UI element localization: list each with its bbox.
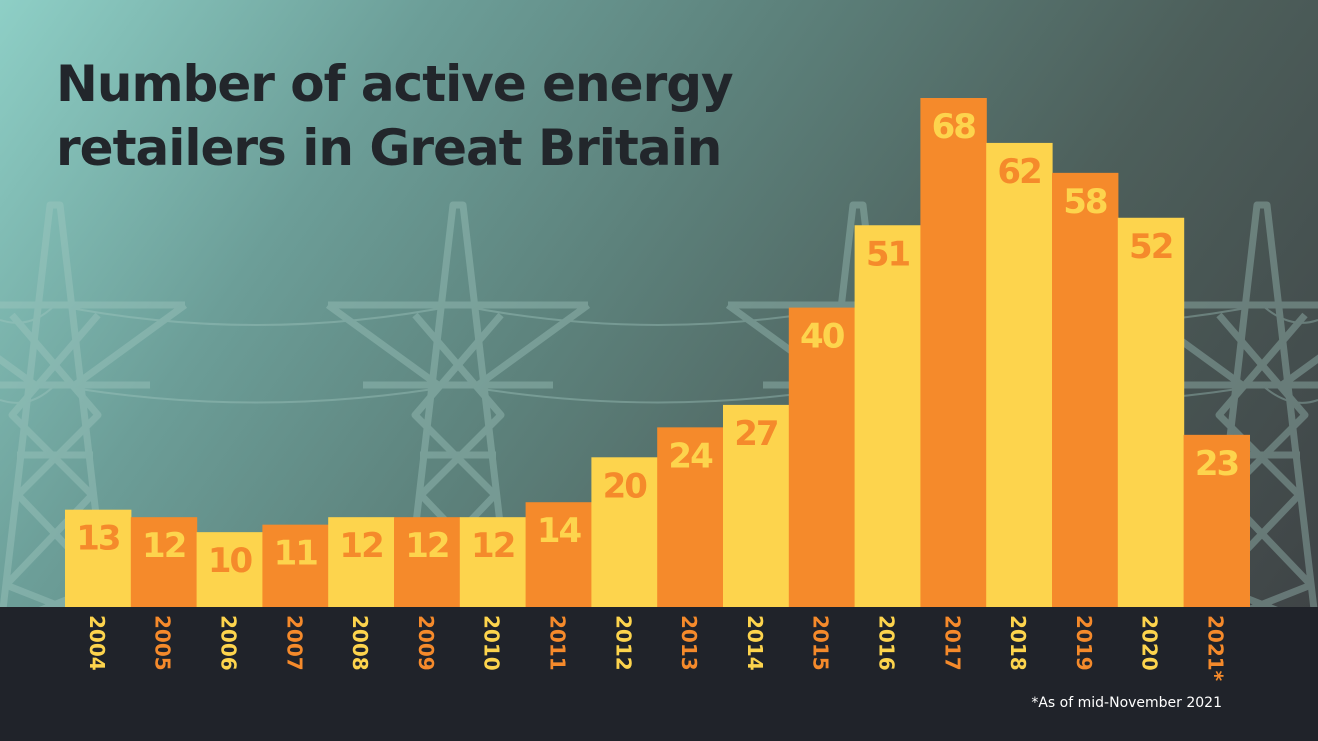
bar-2004 (65, 509, 132, 607)
data-label-2011: 14 (537, 511, 582, 551)
x-tick-label-2011: 2011 (546, 615, 570, 671)
data-label-2010: 12 (471, 526, 514, 566)
data-label-2020: 52 (1129, 227, 1172, 267)
data-label-2021: 23 (1195, 444, 1238, 484)
data-label-2018: 62 (997, 152, 1040, 192)
data-label-2016: 51 (866, 234, 910, 274)
x-tick-label-2016: 2016 (875, 615, 899, 671)
x-axis-tick-labels: 2004 2005 2006 2007 2008 2009 2010 2011 2012 2013… (85, 615, 1228, 682)
bar-2020 (1117, 217, 1185, 607)
data-label-2012: 20 (603, 466, 648, 506)
bar-2006 (196, 532, 263, 607)
bar-2016 (854, 225, 921, 607)
x-tick-label-2015: 2015 (809, 615, 833, 671)
bar-2014 (723, 404, 790, 607)
data-label-2004: 13 (76, 519, 119, 559)
data-label-2007: 11 (274, 534, 318, 574)
chart-title-line-2: retailers in Great Britain (56, 119, 722, 177)
data-label-2019: 58 (1063, 182, 1107, 222)
data-labels: 13 12 10 11 12 12 12 14 20 24 27 40 51 68 62 58 52 23 (76, 107, 1240, 581)
x-tick-label-2013: 2013 (677, 615, 701, 671)
data-label-2006: 10 (208, 541, 253, 581)
x-tick-label-2019: 2019 (1072, 615, 1096, 671)
x-tick-label-2010: 2010 (480, 615, 504, 671)
x-tick-label-2009: 2009 (414, 615, 438, 671)
bar-2019 (1052, 172, 1119, 607)
bar-2021 (1183, 434, 1250, 607)
bar-2008 (328, 517, 395, 607)
bar-2015 (788, 307, 856, 607)
x-tick-label-2005: 2005 (151, 615, 175, 671)
bar-2013 (657, 427, 724, 607)
bar-2010 (459, 517, 527, 607)
x-tick-label-2020: 2020 (1138, 615, 1162, 671)
data-label-2015: 40 (800, 317, 845, 357)
chart-title: Number of active energy retailers in Gre… (56, 52, 734, 180)
bars (65, 98, 1250, 607)
bar-2012 (591, 457, 658, 607)
x-tick-label-2012: 2012 (611, 615, 635, 671)
bar-2018 (986, 142, 1053, 607)
data-label-2014: 27 (734, 414, 777, 454)
data-label-2005: 12 (142, 526, 185, 566)
data-label-2013: 24 (668, 436, 713, 476)
bar-2011 (525, 502, 592, 607)
bar-2005 (130, 517, 198, 607)
x-tick-label-2007: 2007 (282, 615, 306, 671)
data-label-2017: 68 (932, 107, 976, 147)
x-tick-label-2008: 2008 (348, 615, 372, 671)
bar-2017 (920, 98, 987, 607)
x-tick-label-2004: 2004 (85, 615, 109, 671)
bar-2007 (262, 524, 329, 607)
footnote: *As of mid-November 2021 (1031, 695, 1222, 711)
x-tick-label-2006: 2006 (217, 615, 241, 671)
x-tick-label-2021: 2021* (1204, 615, 1228, 682)
chart-title-line-1: Number of active energy (56, 55, 734, 113)
data-label-2008: 12 (339, 526, 382, 566)
x-tick-label-2017: 2017 (940, 615, 964, 671)
data-label-2009: 12 (405, 526, 448, 566)
bar-2009 (394, 517, 461, 607)
x-tick-label-2014: 2014 (743, 615, 767, 671)
x-tick-label-2018: 2018 (1006, 615, 1030, 671)
